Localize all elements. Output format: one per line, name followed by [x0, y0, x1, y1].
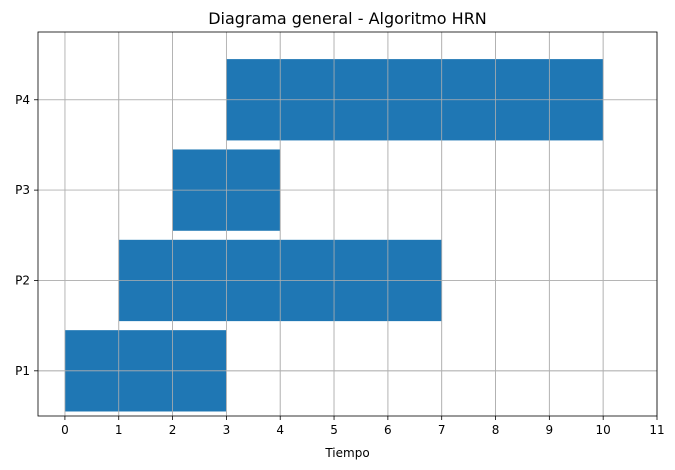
- y-tick-label: P4: [15, 93, 30, 107]
- x-tick-label: 4: [276, 423, 284, 437]
- x-tick-label: 11: [649, 423, 664, 437]
- y-tick-label: P2: [15, 273, 30, 287]
- x-tick-label: 0: [61, 423, 69, 437]
- y-tick-label: P1: [15, 364, 30, 378]
- chart-title: Diagrama general - Algoritmo HRN: [208, 9, 487, 28]
- x-tick-label: 1: [115, 423, 123, 437]
- x-tick-label: 9: [546, 423, 554, 437]
- grid-lines-overlay: [38, 32, 658, 416]
- y-tick-label: P3: [15, 183, 30, 197]
- x-tick-label: 10: [596, 423, 611, 437]
- x-axis-ticks: 0 1 2 3 4 5 6 7 8 9 10 11: [61, 416, 665, 437]
- x-tick-label: 6: [384, 423, 392, 437]
- y-axis-ticks: P1 P2 P3 P4: [15, 93, 38, 378]
- x-tick-label: 8: [492, 423, 500, 437]
- x-tick-label: 3: [223, 423, 231, 437]
- x-tick-label: 5: [330, 423, 338, 437]
- plot-frame: [37, 31, 658, 417]
- x-tick-label: 7: [438, 423, 446, 437]
- x-axis-label: Tiempo: [324, 446, 369, 460]
- x-tick-label: 2: [169, 423, 177, 437]
